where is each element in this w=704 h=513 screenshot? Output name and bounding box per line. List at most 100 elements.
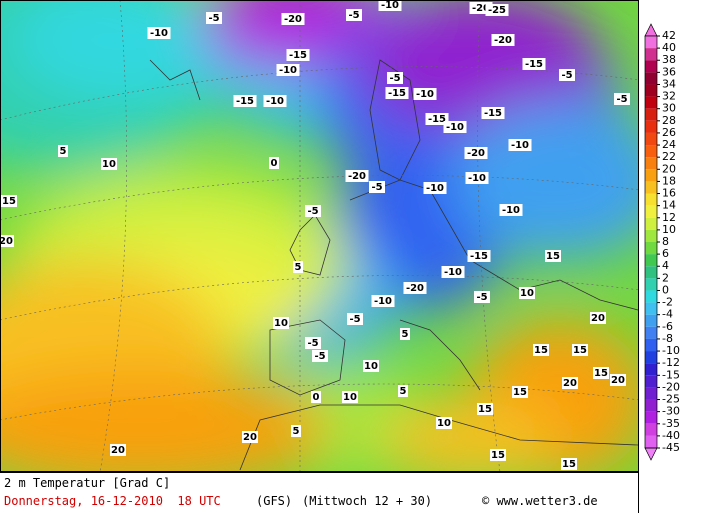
temperature-label-box [512,386,528,398]
colorbar-band [645,435,657,448]
temperature-label-box [342,391,358,403]
temperature-label: 0 [311,391,321,403]
temperature-label: -5 [347,313,363,325]
colorbar-label: 8 [662,235,669,248]
temperature-label-box [347,313,363,325]
temperature-label: -5 [206,12,222,24]
temperature-label-box [474,291,490,303]
temperature-label-text: -20 [406,283,424,294]
colorbar-label: -15 [662,368,680,381]
temperature-label-box [425,113,449,125]
temperature-label-box [490,449,506,461]
temperature-label-box [1,235,14,247]
temperature-label-box [206,12,222,24]
temperature-label-box [477,403,493,415]
temperature-label: -10 [276,64,300,76]
temperature-label: -10 [423,182,447,194]
colorbar-band [645,399,657,412]
temperature-label-text: 15 [534,345,548,356]
colorbar-band [645,169,657,182]
temperature-label-box [281,13,305,25]
colorbar-label: 24 [662,138,676,151]
temperature-label-text: -5 [314,351,325,362]
temperature-label-text: -5 [349,314,360,325]
temperature-label-text: -5 [348,10,359,21]
temperature-label-box [610,374,626,386]
colorbar-band [645,157,657,170]
temperature-label: -5 [614,93,630,105]
colorbar-band [645,314,657,327]
temperature-label-text: -5 [371,182,382,193]
colorbar-label: 2 [662,271,669,284]
temperature-label-text: -5 [307,338,318,349]
colorbar-label: 18 [662,174,676,187]
temperature-label-box [522,58,546,70]
temperature-label-text: -20 [472,3,490,14]
temperature-label-text: 5 [402,329,409,340]
temperature-label: -10 [443,121,467,133]
temperature-label-box [58,145,68,157]
temperature-label-text: -5 [476,292,487,303]
temperature-label-box [481,107,505,119]
temperature-label: -15 [467,250,491,262]
colorbar-label: 0 [662,283,669,296]
temperature-label-box [110,444,126,456]
temperature-label-box [398,385,408,397]
temperature-label-box [273,317,289,329]
temperature-label-text: 0 [313,392,320,403]
temperature-label-text: -20 [467,148,485,159]
temperature-label-box [293,261,303,273]
colorbar-band [645,48,657,61]
colorbar-label: -10 [662,344,680,357]
colorbar-label: 22 [662,150,676,163]
temperature-label-text: 0 [271,158,278,169]
temperature-label-box [614,93,630,105]
colorbar-band [645,108,657,121]
temperature-label-box [436,417,452,429]
temperature-label-box [464,147,488,159]
temperature-label: 5 [400,328,410,340]
temperature-label: -15 [233,95,257,107]
colorbar-label: -40 [662,429,680,442]
temperature-label: 15 [545,250,561,262]
colorbar-label: 20 [662,162,676,175]
colorbar-label: -30 [662,405,680,418]
coastlines [149,59,638,471]
colorbar-band [645,290,657,303]
temperature-label: -10 [465,172,489,184]
map: -10-5 -20 -5-10 -20-25-20-15-10-15 -10-5-15-… [0,0,680,472]
temperature-label-box [562,377,578,389]
temperature-label-box [499,204,523,216]
temperature-label: -5 [305,205,321,217]
temperature-label: 15 [490,449,506,461]
temperature-label-box [533,344,549,356]
temperature-label-box [467,250,491,262]
colorbar-band [645,96,657,109]
temperature-label-box [403,282,427,294]
temperature-label: -5 [312,350,328,362]
temperature-label: -10 [371,295,395,307]
colorbar-band [645,60,657,73]
temperature-label: 15 [1,195,17,207]
temperature-label-box [305,337,321,349]
colorbar-band [645,145,657,158]
temperature-label: -5 [346,9,362,21]
temperature-label: 10 [342,391,358,403]
temperature-label: -15 [425,113,449,125]
temperature-label-text: -10 [279,65,297,76]
temperature-label: 5 [58,145,68,157]
temperature-label-text: 15 [491,450,505,461]
temperature-label: 20 [110,444,126,456]
colorbar-band [645,193,657,206]
temperature-label-box [443,121,467,133]
temperature-label-box [147,27,171,39]
temperature-label: -15 [481,107,505,119]
temperature-label-text: -10 [266,96,284,107]
temperature-label: -5 [369,181,385,193]
temperature-label: 20 [242,431,258,443]
colorbar-band [645,266,657,279]
temperature-label-box [593,367,609,379]
colorbar-band [645,338,657,352]
temperature-label: 10 [519,287,535,299]
